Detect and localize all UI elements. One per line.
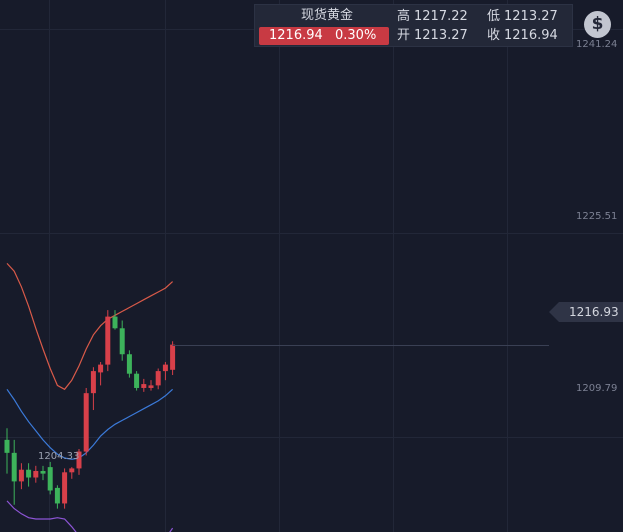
candle-body (98, 364, 104, 373)
candle-body (62, 472, 68, 504)
upper-band-line (6, 262, 174, 391)
quote-panel: 现货黄金 1216.94 0.30% 高 1217.22 低 1213.27 开 12… (254, 4, 573, 47)
candle-body (90, 371, 96, 394)
candle (134, 371, 140, 391)
candle-body (11, 452, 17, 482)
candle-body (40, 471, 46, 474)
stat-close: 收 1216.94 (487, 27, 558, 45)
candle-body (4, 439, 10, 453)
price-tag-shape (549, 302, 623, 322)
candle-body (126, 354, 132, 374)
current-price-value: 1216.93 (569, 305, 619, 319)
candle (33, 465, 39, 483)
candle-body (162, 364, 168, 372)
y-axis-label: 1241.24 (576, 39, 618, 50)
close-label: 收 (487, 28, 501, 43)
candle (69, 467, 75, 479)
candle (76, 448, 82, 475)
candle (4, 428, 10, 474)
candle-body (148, 385, 154, 388)
candle-body (105, 316, 111, 365)
candle (98, 362, 104, 386)
candle-body (47, 467, 53, 491)
open-label: 开 (397, 28, 411, 43)
candle-body (155, 371, 161, 386)
candle (126, 350, 132, 378)
low-price-marker: 1204.33 (38, 451, 80, 462)
stat-high: 高 1217.22 (397, 8, 468, 26)
high-value: 1217.22 (414, 9, 468, 24)
close-value: 1216.94 (504, 28, 558, 43)
candle (83, 387, 89, 456)
candle-body (170, 344, 176, 370)
candle-body (83, 393, 89, 452)
open-value: 1213.27 (414, 28, 468, 43)
candle (90, 367, 96, 411)
candle-body (26, 469, 32, 478)
candle (148, 380, 154, 391)
candle (26, 463, 32, 487)
candle-body (76, 451, 82, 469)
candle (54, 485, 60, 509)
candle (141, 378, 147, 392)
price-change-badge: 1216.94 0.30% (259, 27, 389, 45)
candle-body (119, 328, 125, 355)
low-label: 低 (487, 9, 501, 24)
y-axis-label: 1209.79 (576, 383, 618, 394)
candle (170, 341, 176, 375)
candle-body (18, 469, 24, 482)
candle-body (141, 384, 147, 388)
candle (18, 463, 24, 490)
change-percent: 0.30% (335, 28, 377, 43)
candle (47, 461, 53, 495)
current-price-tag: 1216.93 (549, 302, 623, 322)
candle-body (33, 471, 39, 478)
candle-body (112, 316, 118, 329)
high-label: 高 (397, 9, 411, 24)
bollinger-bands (6, 262, 174, 532)
lower-band-line (6, 500, 174, 532)
last-price: 1216.94 (269, 28, 323, 43)
candle (40, 465, 46, 481)
candle (162, 362, 168, 381)
candle (155, 368, 161, 390)
candle (112, 310, 118, 330)
candle (119, 320, 125, 361)
candle-body (54, 487, 60, 504)
middle-band-line (6, 388, 174, 460)
stat-low: 低 1213.27 (487, 8, 558, 26)
candle (105, 310, 111, 372)
low-value: 1213.27 (504, 9, 558, 24)
candle (62, 468, 68, 509)
stat-open: 开 1213.27 (397, 27, 468, 45)
dollar-icon[interactable]: $ (584, 11, 611, 38)
candle (11, 439, 17, 505)
instrument-name: 现货黄金 (300, 8, 353, 23)
candle-body (69, 468, 75, 473)
candle-body (134, 373, 140, 388)
y-axis-label: 1225.51 (576, 211, 618, 222)
candles (4, 310, 176, 509)
